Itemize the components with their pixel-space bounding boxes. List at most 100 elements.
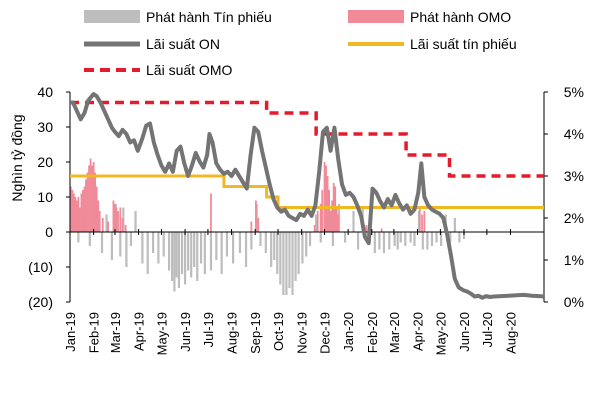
tin-phieu-bar [288, 232, 291, 288]
right-tick-label: 2% [564, 210, 584, 226]
tin-phieu-bar [453, 218, 456, 232]
x-tick-label: Feb-19 [87, 312, 102, 353]
tin-phieu-bar [396, 232, 399, 250]
tin-phieu-bar [282, 232, 285, 295]
on-rate-line [70, 92, 545, 300]
omo-bar [107, 221, 109, 232]
tin-phieu-bar [167, 232, 171, 271]
tin-phieu-bar [393, 232, 396, 246]
tin-phieu-bar [344, 232, 347, 243]
tin-phieu-bar [231, 232, 235, 264]
legend: Phát hành Tín phiếu Phát hành OMO Lãi su… [84, 9, 517, 78]
tin-phieu-bar [77, 232, 80, 243]
omo-bar [316, 211, 319, 232]
omo-bar [74, 197, 77, 232]
tin-phieu-bar [220, 232, 223, 274]
tin-phieu-bar [141, 232, 144, 264]
tin-phieu-bar [175, 232, 178, 278]
x-tick-label: Aug-19 [225, 312, 240, 354]
omo-bar [380, 228, 383, 232]
legend-label-tin-phieu-bar: Phát hành Tín phiếu [146, 9, 272, 25]
omo-bar [255, 200, 257, 232]
omo-bar [89, 158, 92, 232]
omo-rate-line [70, 100, 544, 178]
left-tick-label: 30 [37, 119, 53, 135]
tin-phieu-bar [134, 211, 137, 232]
legend-label-tin-phieu-line: Lãi suất tín phiếu [410, 36, 517, 52]
x-tick-label: Apr-19 [132, 312, 147, 351]
tin-phieu-bar [264, 232, 267, 253]
tin-phieu-bar [305, 232, 308, 257]
tin-phieu-bar [129, 232, 133, 246]
tin-phieu-bar [279, 232, 282, 285]
omo-bar [328, 190, 330, 232]
tin-phieu-bar [458, 232, 461, 243]
tin-phieu-bar [215, 232, 218, 260]
tin-phieu-bar [244, 232, 248, 267]
tin-phieu-bar [125, 232, 128, 267]
omo-bar [85, 179, 87, 232]
x-tick-label: Jan-20 [341, 312, 356, 352]
omo-bar [334, 186, 337, 232]
tin-phieu-bar [209, 232, 213, 271]
x-tick-label: Feb-20 [365, 312, 380, 353]
tin-phieu-bar [151, 232, 155, 253]
omo-bar [112, 200, 115, 232]
tin-phieu-bar [435, 232, 438, 243]
omo-bar [313, 225, 316, 232]
omo-bar [257, 218, 260, 232]
tin-phieu-bar [440, 232, 443, 246]
omo-bar [331, 200, 334, 232]
right-axis-ticks: 5% 4% 3% 2% 1% 0% [544, 84, 584, 310]
tin-phieu-bar [162, 232, 165, 257]
x-tick-label: Sep-19 [248, 312, 263, 354]
omo-bar [365, 225, 368, 232]
tin-phieu-bar [187, 232, 190, 271]
left-tick-label: 40 [37, 84, 53, 100]
x-tick-label: Jun-19 [178, 312, 193, 352]
omo-bar [91, 165, 93, 232]
tin-phieu-bar [449, 232, 452, 243]
tin-phieu-bar [388, 232, 391, 250]
tin-phieu-bar [430, 232, 434, 246]
tin-phieu-bar [404, 232, 407, 246]
tin-phieu-bars [70, 197, 466, 295]
tin-phieu-bar [409, 232, 412, 243]
tin-phieu-bar [173, 232, 176, 292]
tin-phieu-bar [180, 232, 184, 274]
omo-bar [86, 172, 89, 232]
omo-bar [418, 207, 421, 232]
omo-bar [72, 193, 75, 232]
legend-label-omo-line: Lãi suất OMO [146, 62, 232, 78]
tin-phieu-bar [196, 232, 199, 281]
tin-phieu-bar [157, 232, 160, 264]
tin-phieu-bar [462, 232, 466, 239]
x-tick-label: Mar-19 [108, 312, 123, 353]
omo-bar [88, 165, 90, 232]
tin-phieu-bar [399, 232, 402, 243]
tin-phieu-bar [250, 232, 253, 250]
omo-bar [94, 172, 97, 232]
omo-bar [80, 193, 83, 232]
tin-phieu-bar [301, 232, 304, 264]
omo-bar [326, 176, 329, 232]
tin-phieu-bar [382, 232, 386, 253]
tin-phieu-rate-line [70, 174, 544, 209]
right-tick-label: 5% [564, 84, 584, 100]
tin-phieu-bar [291, 232, 294, 295]
tin-phieu-bar [285, 232, 288, 295]
omo-bar [101, 218, 104, 232]
x-tick-label: Jun-20 [457, 312, 472, 352]
tin-phieu-bar [273, 232, 276, 260]
omo-bar [421, 214, 423, 232]
tin-phieu-bar [193, 232, 196, 267]
tin-phieu-bar [88, 232, 91, 246]
left-tick-label: (20) [28, 294, 53, 310]
left-axis-ticks: 40 30 20 10 0 (10) (20) [28, 84, 70, 310]
right-tick-label: 1% [564, 252, 584, 268]
tin-phieu-bar [352, 211, 355, 232]
tin-phieu-bar [110, 232, 114, 260]
omo-bar [83, 186, 86, 232]
omo-bar [210, 193, 212, 232]
x-tick-label: May-20 [433, 312, 448, 355]
